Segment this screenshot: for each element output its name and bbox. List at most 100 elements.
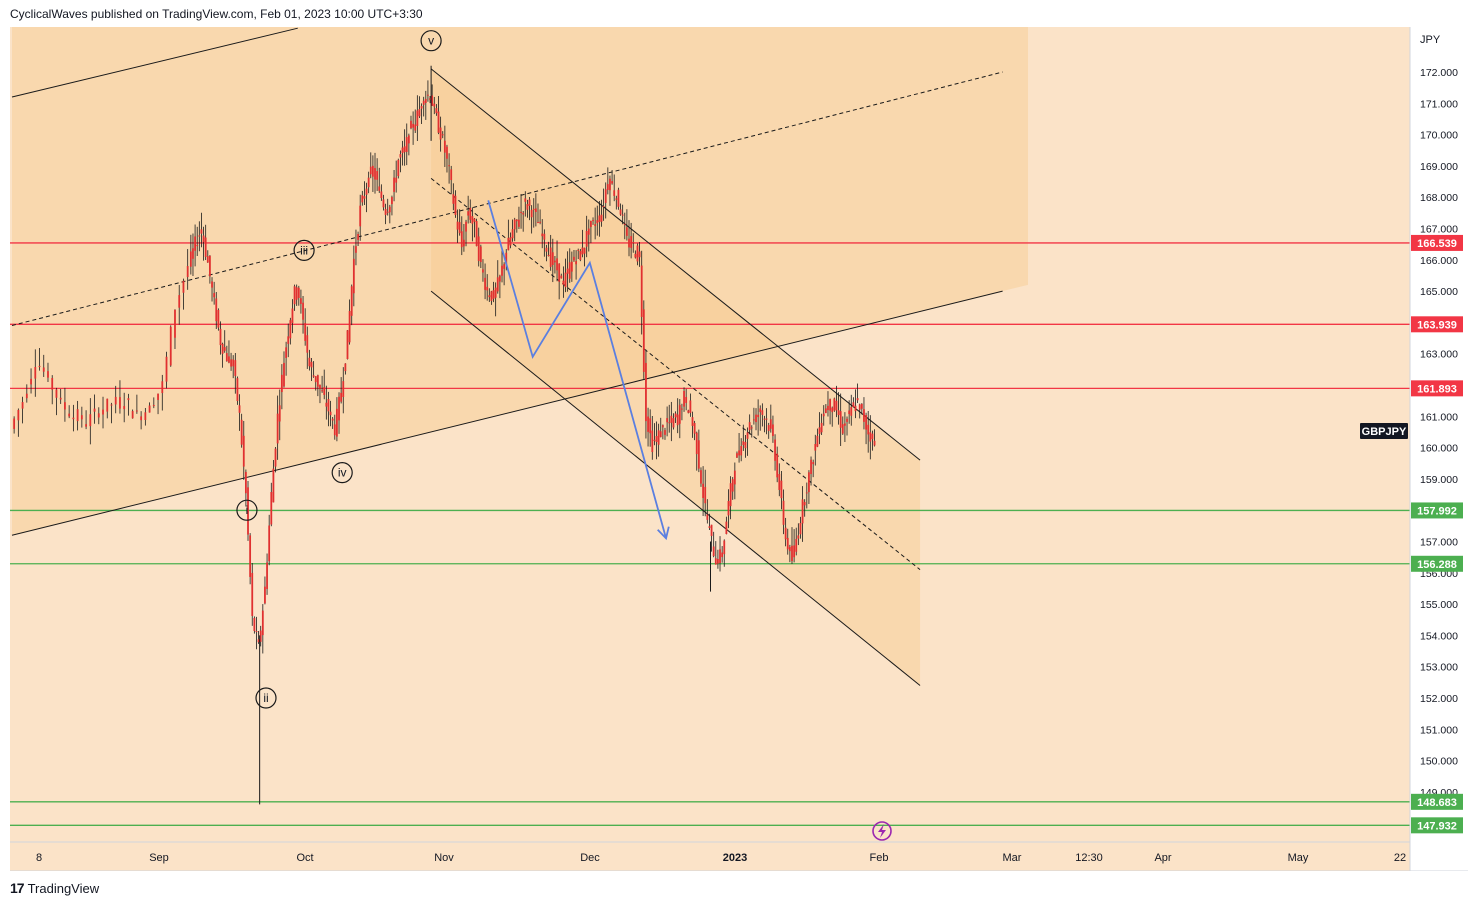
price-tick-label: 153.000 xyxy=(1420,662,1458,674)
candle xyxy=(300,289,302,314)
candle xyxy=(871,430,874,451)
candle xyxy=(477,227,480,267)
candle xyxy=(748,414,751,435)
candle xyxy=(268,514,271,566)
candle xyxy=(127,393,130,416)
candle xyxy=(350,284,353,326)
price-level-badges: 166.539 163.939 161.893 157.992 156.288 148.6… xyxy=(1411,234,1463,834)
candle xyxy=(788,544,791,563)
price-tick-label: 170.000 xyxy=(1420,130,1458,142)
candle xyxy=(581,229,584,258)
candle xyxy=(683,387,685,412)
candle xyxy=(161,374,164,411)
candle xyxy=(488,288,491,302)
candle xyxy=(410,115,412,130)
time-tick-label: Mar xyxy=(1003,852,1022,864)
candle xyxy=(590,220,592,244)
candle xyxy=(249,533,252,585)
candle xyxy=(157,393,159,415)
time-tick-label: Nov xyxy=(434,852,454,864)
channel-line-falling-mid[interactable] xyxy=(430,178,921,571)
projection-path[interactable] xyxy=(487,200,667,539)
candle xyxy=(693,420,696,441)
candle xyxy=(276,395,279,460)
candle xyxy=(778,463,781,497)
price-level-label: 157.992 xyxy=(1417,505,1457,517)
candle xyxy=(617,187,620,210)
candle xyxy=(528,196,531,221)
candle xyxy=(333,414,336,440)
price-tick-label: 172.000 xyxy=(1420,67,1458,79)
candle xyxy=(196,226,199,256)
projection-arrow[interactable] xyxy=(487,200,670,541)
candle xyxy=(344,363,347,375)
candle xyxy=(873,429,876,447)
candle xyxy=(539,209,542,225)
candle xyxy=(393,169,395,202)
lightning-icon[interactable] xyxy=(872,821,892,841)
price-level-badge: 157.992 xyxy=(1411,502,1463,519)
candle xyxy=(223,330,226,353)
candle xyxy=(691,411,694,438)
chart-area[interactable]: i ii iii iv v JPY 149.000 150.000 151.000 152.0… xyxy=(10,27,1468,872)
candle xyxy=(388,204,391,224)
price-level-badge: 147.932 xyxy=(1411,817,1463,834)
trend-channels[interactable] xyxy=(11,27,1003,686)
candle xyxy=(655,421,658,460)
price-axis[interactable]: JPY 149.000150.000151.000152.000153.0001… xyxy=(1409,27,1458,871)
candle xyxy=(714,541,717,565)
channel-line-falling-lower[interactable] xyxy=(430,290,921,686)
time-tick-label: Dec xyxy=(580,852,600,864)
candle xyxy=(615,195,618,210)
candle xyxy=(496,260,499,294)
wave-label: iv xyxy=(331,462,353,484)
candle xyxy=(336,397,338,442)
candle xyxy=(869,415,872,460)
candle xyxy=(452,183,455,211)
price-tick-label: 167.000 xyxy=(1420,224,1458,236)
candle xyxy=(725,516,728,535)
candle xyxy=(653,423,656,446)
candle xyxy=(232,355,235,379)
symbol-label: GBPJPY xyxy=(1362,426,1407,438)
channel-line-rising-upper[interactable] xyxy=(11,27,298,98)
price-level-badge: 156.288 xyxy=(1411,555,1463,572)
candle xyxy=(429,95,431,104)
candle xyxy=(568,248,571,283)
candle xyxy=(774,434,776,471)
candle xyxy=(186,249,189,290)
candle xyxy=(664,427,666,440)
candle xyxy=(757,399,760,436)
price-tick-label: 160.000 xyxy=(1420,443,1458,455)
candle xyxy=(534,193,537,227)
candle xyxy=(746,427,749,456)
candle xyxy=(854,389,857,419)
candle xyxy=(420,103,423,124)
channel-line-rising-lower[interactable] xyxy=(11,290,1003,536)
candle xyxy=(729,476,732,520)
candle xyxy=(189,234,192,275)
candle xyxy=(780,470,783,510)
candle xyxy=(733,462,736,500)
candle xyxy=(649,409,652,447)
candle xyxy=(47,362,49,383)
price-level-label: 156.288 xyxy=(1417,559,1457,571)
candle xyxy=(556,240,558,282)
candle xyxy=(852,397,855,407)
channel-line-rising-mid[interactable] xyxy=(11,71,1003,327)
candle xyxy=(541,219,544,249)
candle xyxy=(217,308,220,331)
candle xyxy=(378,167,381,193)
candle xyxy=(822,405,825,426)
candle xyxy=(165,351,168,389)
candle xyxy=(562,266,565,298)
candle xyxy=(211,277,213,302)
price-tick-label: 154.000 xyxy=(1420,630,1458,642)
candle xyxy=(450,165,453,195)
candle xyxy=(636,243,639,266)
price-level-label: 166.539 xyxy=(1417,238,1457,250)
candle xyxy=(412,111,415,145)
candle xyxy=(302,296,304,334)
candle xyxy=(401,140,404,166)
